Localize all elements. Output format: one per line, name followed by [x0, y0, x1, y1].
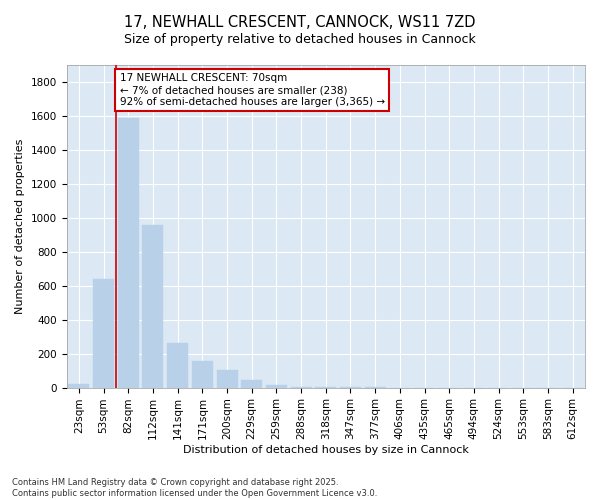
Bar: [118, 118, 139, 388]
Y-axis label: Number of detached properties: Number of detached properties: [15, 138, 25, 314]
Bar: [68, 384, 89, 388]
Bar: [266, 385, 287, 388]
Bar: [167, 344, 188, 388]
Text: 17 NEWHALL CRESCENT: 70sqm
← 7% of detached houses are smaller (238)
92% of semi: 17 NEWHALL CRESCENT: 70sqm ← 7% of detac…: [119, 74, 385, 106]
Bar: [192, 362, 213, 388]
Text: Contains HM Land Registry data © Crown copyright and database right 2025.
Contai: Contains HM Land Registry data © Crown c…: [12, 478, 377, 498]
Bar: [241, 380, 262, 388]
Bar: [142, 224, 163, 388]
Text: Size of property relative to detached houses in Cannock: Size of property relative to detached ho…: [124, 32, 476, 46]
Bar: [93, 279, 114, 388]
Bar: [290, 386, 311, 388]
X-axis label: Distribution of detached houses by size in Cannock: Distribution of detached houses by size …: [183, 445, 469, 455]
Bar: [217, 370, 238, 388]
Text: 17, NEWHALL CRESCENT, CANNOCK, WS11 7ZD: 17, NEWHALL CRESCENT, CANNOCK, WS11 7ZD: [124, 15, 476, 30]
